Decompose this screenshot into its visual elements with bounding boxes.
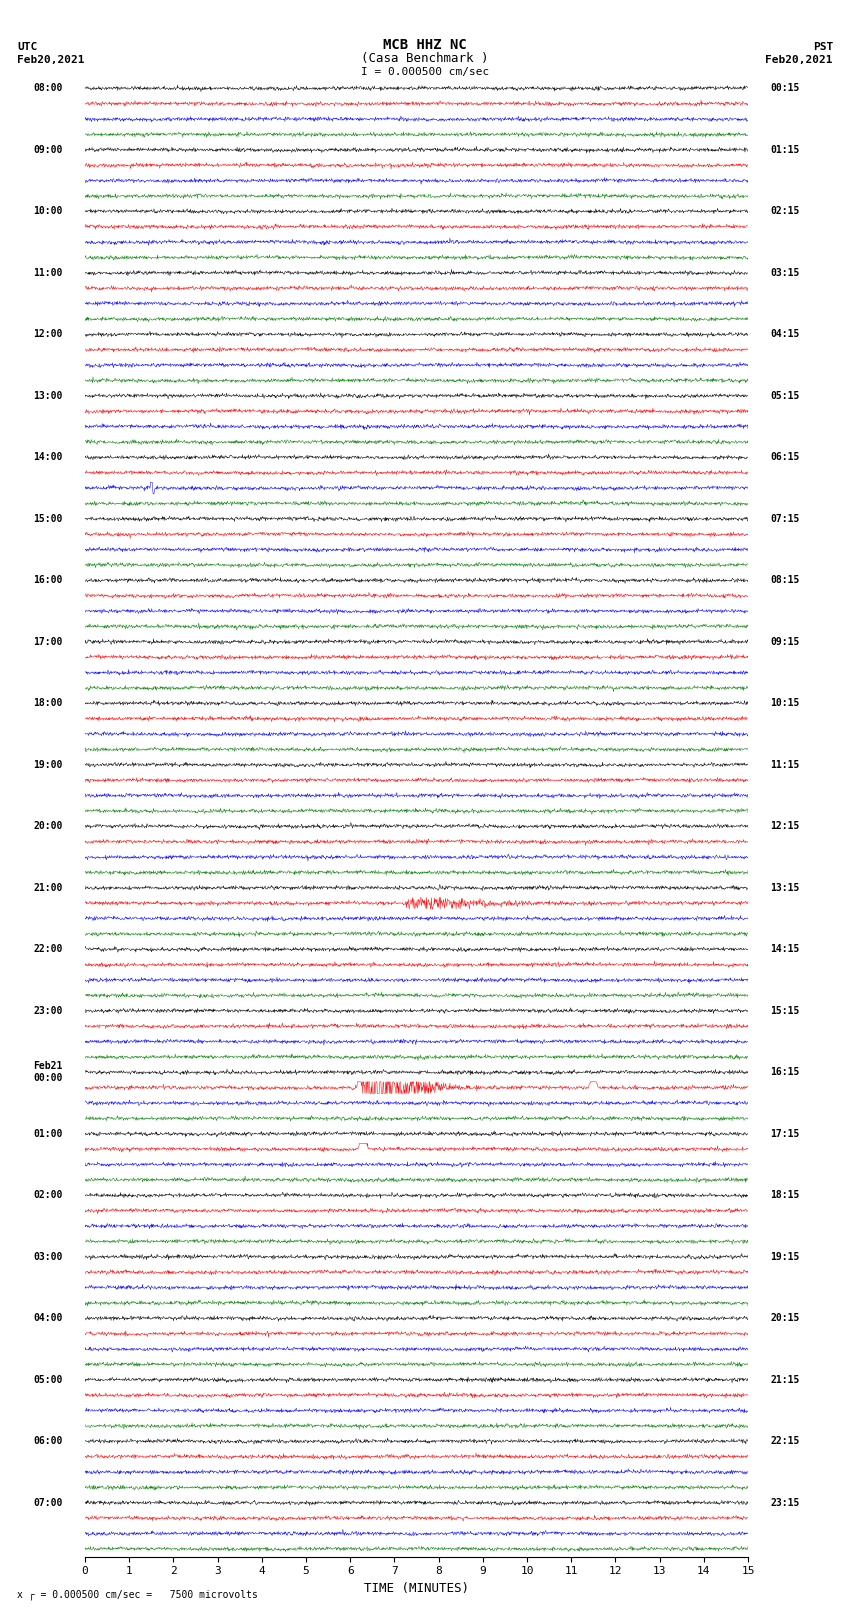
Text: 05:15: 05:15 — [770, 390, 800, 400]
Text: 04:15: 04:15 — [770, 329, 800, 339]
Text: 07:00: 07:00 — [33, 1498, 63, 1508]
Text: 06:00: 06:00 — [33, 1436, 63, 1447]
Text: 21:15: 21:15 — [770, 1374, 800, 1384]
Text: 10:00: 10:00 — [33, 206, 63, 216]
Text: 16:00: 16:00 — [33, 576, 63, 586]
Text: 11:00: 11:00 — [33, 268, 63, 277]
Text: x ┌ = 0.000500 cm/sec =   7500 microvolts: x ┌ = 0.000500 cm/sec = 7500 microvolts — [17, 1589, 258, 1600]
Text: 18:15: 18:15 — [770, 1190, 800, 1200]
Text: 01:15: 01:15 — [770, 145, 800, 155]
Text: 10:15: 10:15 — [770, 698, 800, 708]
Text: 04:00: 04:00 — [33, 1313, 63, 1323]
Text: 06:15: 06:15 — [770, 452, 800, 463]
Text: 19:00: 19:00 — [33, 760, 63, 769]
Text: 09:00: 09:00 — [33, 145, 63, 155]
Text: 07:15: 07:15 — [770, 515, 800, 524]
Text: 20:00: 20:00 — [33, 821, 63, 831]
Text: 08:15: 08:15 — [770, 576, 800, 586]
X-axis label: TIME (MINUTES): TIME (MINUTES) — [364, 1582, 469, 1595]
Text: 02:15: 02:15 — [770, 206, 800, 216]
Text: 09:15: 09:15 — [770, 637, 800, 647]
Text: PST: PST — [813, 42, 833, 52]
Text: 15:00: 15:00 — [33, 515, 63, 524]
Text: 13:15: 13:15 — [770, 882, 800, 892]
Text: 13:00: 13:00 — [33, 390, 63, 400]
Text: 17:15: 17:15 — [770, 1129, 800, 1139]
Text: 03:00: 03:00 — [33, 1252, 63, 1261]
Text: UTC: UTC — [17, 42, 37, 52]
Text: 03:15: 03:15 — [770, 268, 800, 277]
Text: 12:15: 12:15 — [770, 821, 800, 831]
Text: Feb20,2021: Feb20,2021 — [17, 55, 84, 65]
Text: 02:00: 02:00 — [33, 1190, 63, 1200]
Text: 23:15: 23:15 — [770, 1498, 800, 1508]
Text: Feb21
00:00: Feb21 00:00 — [33, 1061, 63, 1082]
Text: 05:00: 05:00 — [33, 1374, 63, 1384]
Text: (Casa Benchmark ): (Casa Benchmark ) — [361, 52, 489, 65]
Text: 08:00: 08:00 — [33, 84, 63, 94]
Text: 23:00: 23:00 — [33, 1007, 63, 1016]
Text: 14:15: 14:15 — [770, 944, 800, 955]
Text: 16:15: 16:15 — [770, 1068, 800, 1077]
Text: 12:00: 12:00 — [33, 329, 63, 339]
Text: 20:15: 20:15 — [770, 1313, 800, 1323]
Text: I = 0.000500 cm/sec: I = 0.000500 cm/sec — [361, 68, 489, 77]
Text: 14:00: 14:00 — [33, 452, 63, 463]
Text: 00:15: 00:15 — [770, 84, 800, 94]
Text: 01:00: 01:00 — [33, 1129, 63, 1139]
Text: 21:00: 21:00 — [33, 882, 63, 892]
Text: 15:15: 15:15 — [770, 1007, 800, 1016]
Text: 22:15: 22:15 — [770, 1436, 800, 1447]
Text: MCB HHZ NC: MCB HHZ NC — [383, 37, 467, 52]
Text: Feb20,2021: Feb20,2021 — [766, 55, 833, 65]
Text: 22:00: 22:00 — [33, 944, 63, 955]
Text: 11:15: 11:15 — [770, 760, 800, 769]
Text: 17:00: 17:00 — [33, 637, 63, 647]
Text: 18:00: 18:00 — [33, 698, 63, 708]
Text: 19:15: 19:15 — [770, 1252, 800, 1261]
